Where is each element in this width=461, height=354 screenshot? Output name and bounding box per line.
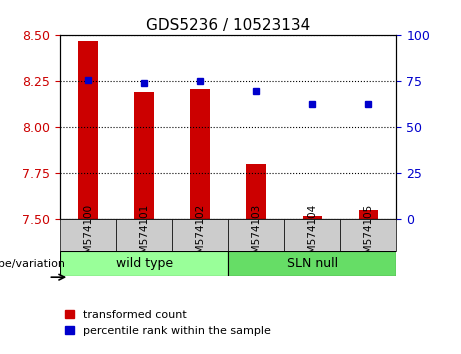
FancyBboxPatch shape (60, 219, 116, 251)
FancyBboxPatch shape (228, 251, 396, 276)
Text: genotype/variation: genotype/variation (0, 259, 65, 269)
Title: GDS5236 / 10523134: GDS5236 / 10523134 (146, 18, 310, 33)
Text: GSM574100: GSM574100 (83, 204, 93, 267)
FancyBboxPatch shape (116, 219, 172, 251)
Text: wild type: wild type (116, 257, 172, 270)
Bar (302, 216, 322, 219)
Bar (78, 41, 98, 219)
Legend: transformed count, percentile rank within the sample: transformed count, percentile rank withi… (65, 310, 271, 336)
FancyBboxPatch shape (228, 219, 284, 251)
FancyBboxPatch shape (172, 219, 228, 251)
Text: GSM574103: GSM574103 (251, 204, 261, 267)
FancyBboxPatch shape (60, 251, 228, 276)
Text: GSM574104: GSM574104 (307, 204, 317, 267)
FancyBboxPatch shape (340, 219, 396, 251)
Text: GSM574102: GSM574102 (195, 204, 205, 267)
Text: GSM574105: GSM574105 (363, 204, 373, 267)
Bar (134, 92, 154, 219)
FancyBboxPatch shape (284, 219, 340, 251)
Bar (190, 89, 210, 219)
Bar (247, 164, 266, 219)
Text: SLN null: SLN null (287, 257, 338, 270)
Bar (359, 210, 378, 219)
Text: GSM574101: GSM574101 (139, 204, 149, 267)
